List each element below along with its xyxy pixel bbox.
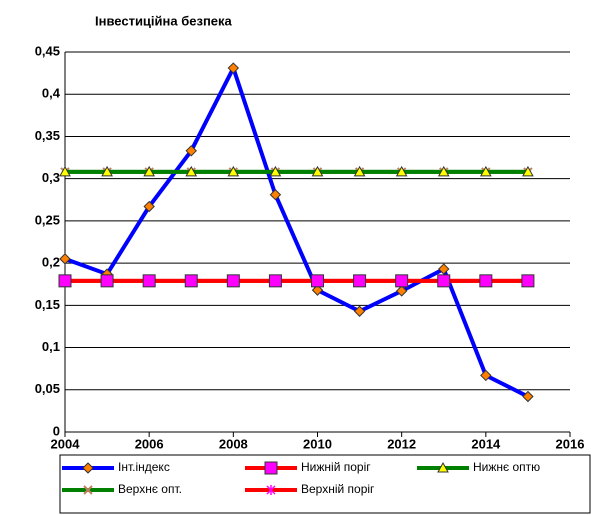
legend-marker [82,462,94,474]
data-point [395,274,409,288]
data-point [142,274,156,288]
y-tick-label: 0,3 [42,170,60,185]
legend-label: Верхній поріг [301,482,375,496]
data-point [226,274,240,288]
y-tick-label: 0,25 [35,212,60,227]
data-point [480,369,492,382]
data-point [395,165,408,177]
data-point [100,274,114,288]
data-point [353,274,367,288]
data-point [521,274,535,288]
data-point [479,274,493,288]
data-point [58,274,72,288]
legend-box [59,454,591,514]
data-point [143,200,155,213]
data-point [185,145,197,157]
legend-label: Нижнє оптю [473,460,540,474]
y-tick-label: 0,4 [42,86,61,101]
legend-label: Інт.індекс [118,460,170,474]
data-point [269,189,282,201]
data-point [522,165,534,177]
x-tick-label: 2012 [387,436,416,451]
data-point [437,165,450,177]
x-tick-label: 2006 [135,436,164,451]
legend-marker [83,485,93,495]
data-point [311,165,324,177]
x-tick-label: 2004 [51,436,81,451]
y-tick-label: 0,15 [35,297,60,312]
series-line [64,62,529,399]
data-point [395,285,408,297]
y-tick-label: 0 [53,423,60,438]
y-tick-label: 0,05 [35,381,60,396]
data-point [268,274,282,288]
data-point [59,253,71,265]
data-point [353,305,366,317]
y-tick-label: 0,2 [42,255,60,270]
data-point [353,165,366,177]
data-point [522,390,534,403]
data-point [184,274,198,288]
data-point [437,274,451,288]
chart-title: Інвестиційна безпека [95,13,233,28]
data-point [438,263,450,275]
data-point [227,165,240,177]
data-point [59,165,71,177]
x-tick-label: 2014 [471,436,501,451]
legend-marker [264,461,278,475]
legend-label: Верхнє опт. [118,482,182,496]
data-point [311,284,324,296]
legend-marker [266,485,276,495]
data-point [269,165,282,177]
data-point [101,165,113,177]
legend-marker [437,461,449,473]
x-tick-label: 2008 [219,436,248,451]
x-tick-label: 2010 [303,436,332,451]
y-tick-label: 0,1 [42,339,60,354]
legend-label: Нижній поріг [301,460,371,474]
x-tick-label: 2016 [556,436,585,451]
data-point [227,62,240,74]
y-tick-label: 0,45 [35,43,60,58]
data-point [479,165,492,177]
data-point [311,274,324,288]
data-point [185,165,198,177]
y-tick-label: 0,35 [35,128,60,143]
data-point [143,165,156,177]
